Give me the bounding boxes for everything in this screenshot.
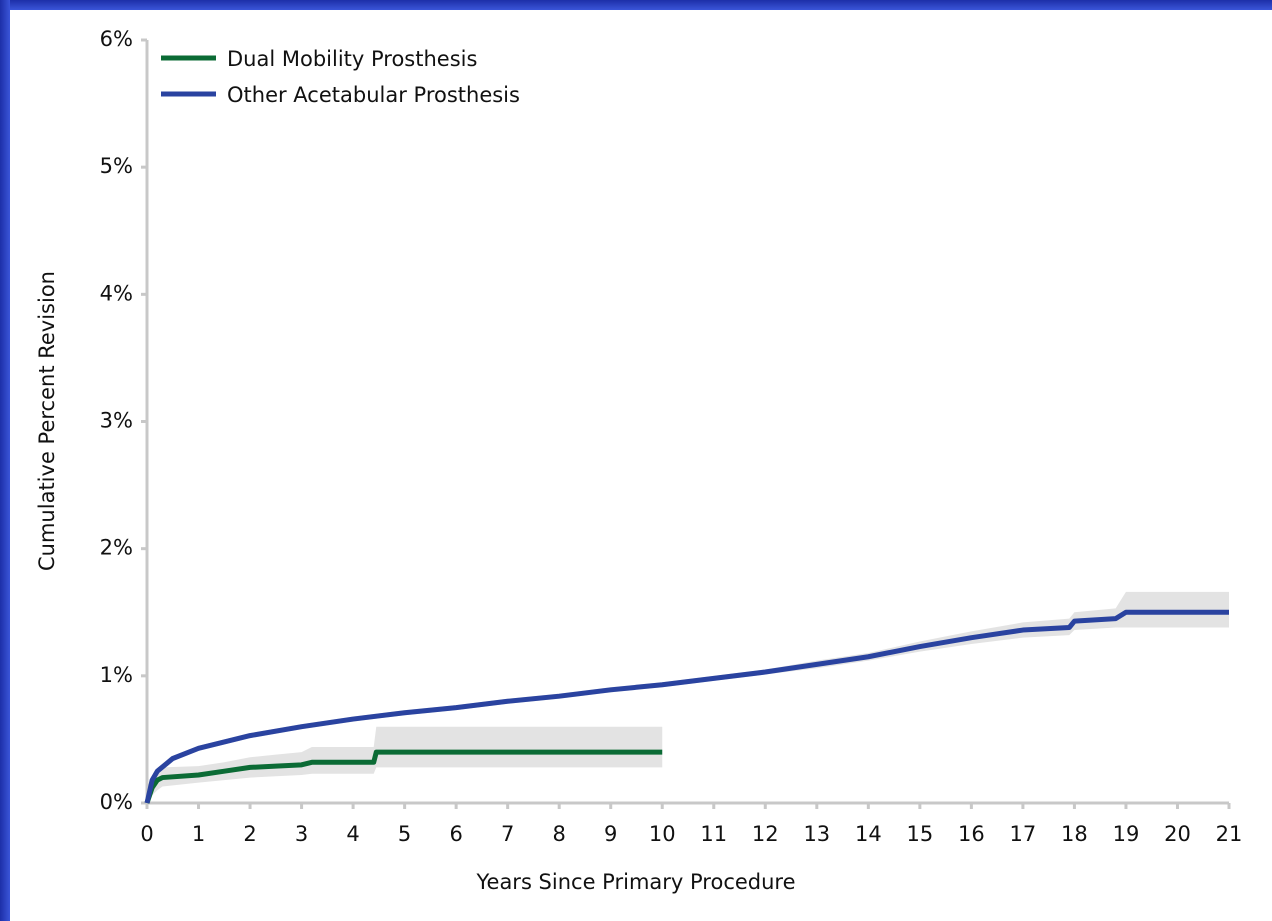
series-line (144, 609, 1229, 804)
confidence-band (147, 591, 1229, 803)
x-tick-label: 3 (295, 822, 308, 846)
y-tick-label: 2% (100, 536, 133, 560)
x-tick-label: 17 (1010, 822, 1037, 846)
x-tick-label: 1 (192, 822, 205, 846)
x-tick-label: 21 (1216, 822, 1243, 846)
y-tick-label: 1% (100, 663, 133, 687)
frame-top (0, 0, 1272, 10)
x-tick-label: 8 (553, 822, 566, 846)
y-tick-label: 0% (100, 790, 133, 814)
y-tick-label: 3% (100, 409, 133, 433)
y-tick-label: 6% (100, 27, 133, 51)
x-axis-label: Years Since Primary Procedure (475, 870, 795, 894)
x-tick-label: 19 (1113, 822, 1140, 846)
x-tick-label: 15 (906, 822, 933, 846)
x-tick-label: 4 (346, 822, 359, 846)
x-tick-label: 2 (243, 822, 256, 846)
series-line (144, 749, 663, 804)
x-tick-label: 6 (449, 822, 462, 846)
x-tick-label: 10 (649, 822, 676, 846)
frame-left (0, 0, 10, 921)
x-tick-label: 13 (803, 822, 830, 846)
x-tick-label: 0 (140, 822, 153, 846)
y-tick-label: 4% (100, 281, 133, 305)
y-tick-label: 5% (100, 154, 133, 178)
y-axis-label: Cumulative Percent Revision (35, 271, 59, 571)
x-tick-label: 14 (855, 822, 882, 846)
x-tick-label: 18 (1061, 822, 1088, 846)
x-tick-label: 9 (604, 822, 617, 846)
x-tick-label: 12 (752, 822, 779, 846)
x-tick-label: 20 (1164, 822, 1191, 846)
legend-label: Dual Mobility Prosthesis (227, 47, 477, 71)
confidence-band (147, 726, 663, 803)
x-tick-label: 7 (501, 822, 514, 846)
x-tick-label: 11 (700, 822, 727, 846)
x-tick-label: 16 (958, 822, 985, 846)
x-tick-label: 5 (398, 822, 411, 846)
legend-label: Other Acetabular Prosthesis (227, 83, 520, 107)
